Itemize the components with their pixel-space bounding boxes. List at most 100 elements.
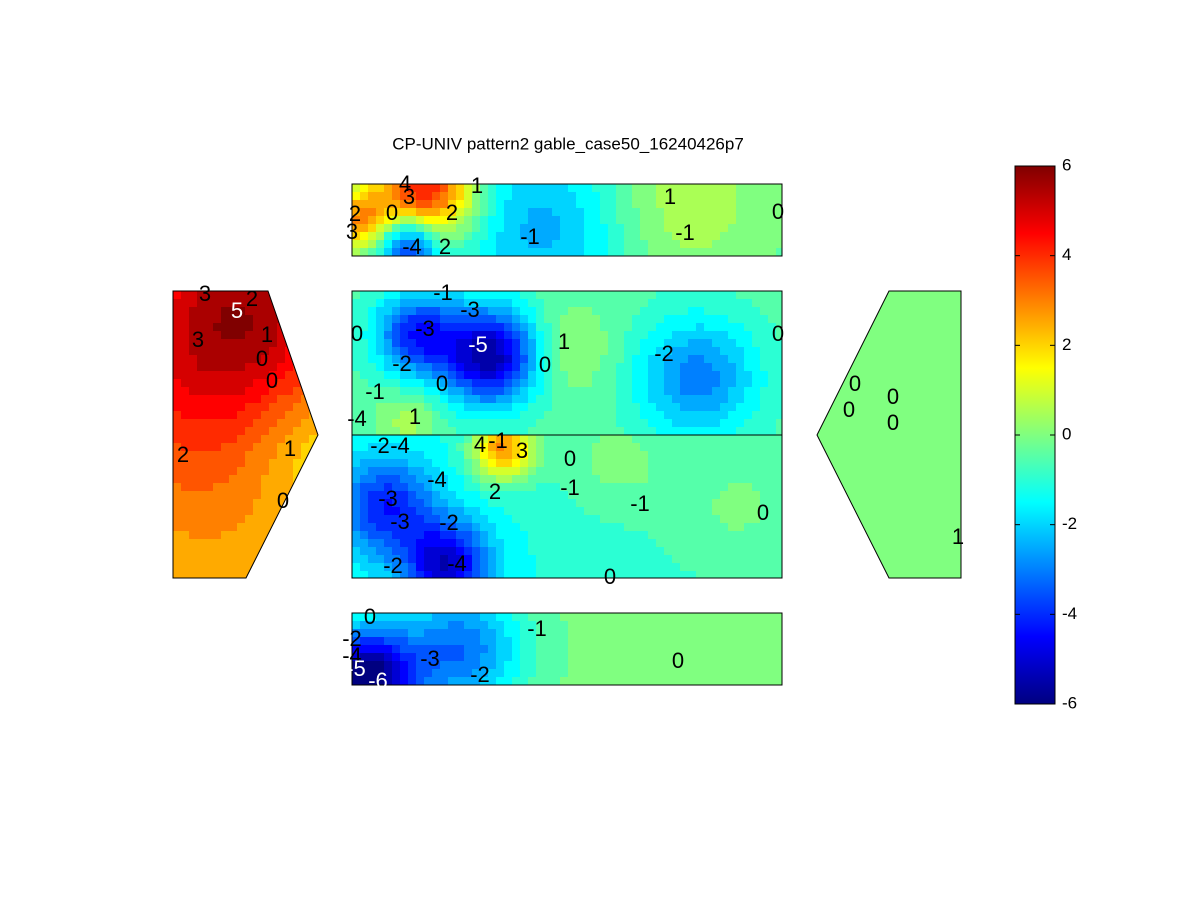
- field-cell: [376, 355, 385, 364]
- field-cell: [528, 435, 537, 444]
- field-cell: [664, 555, 673, 564]
- field-cell: [253, 395, 262, 404]
- field-cell: [576, 661, 585, 670]
- field-cell: [720, 331, 729, 340]
- field-cell: [560, 451, 569, 460]
- field-cell: [632, 200, 641, 209]
- field-cell: [504, 347, 513, 356]
- field-cell: [929, 323, 938, 332]
- field-cell: [776, 547, 783, 556]
- field-cell: [536, 507, 545, 516]
- field-cell: [937, 411, 946, 420]
- field-cell: [720, 184, 729, 193]
- field-cell: [496, 507, 505, 516]
- field-cell: [752, 395, 761, 404]
- field-cell: [744, 475, 753, 484]
- field-cell: [905, 315, 914, 324]
- field-cell: [929, 563, 938, 572]
- field-cell: [424, 555, 433, 564]
- field-cell: [432, 331, 441, 340]
- field-cell: [849, 475, 858, 484]
- field-cell: [744, 291, 753, 300]
- field-cell: [688, 339, 697, 348]
- field-cell: [728, 248, 737, 257]
- field-cell: [640, 677, 649, 686]
- contour-label: 4: [474, 432, 486, 457]
- field-cell: [776, 395, 783, 404]
- field-cell: [752, 661, 761, 670]
- field-cell: [456, 411, 465, 420]
- field-cell: [528, 240, 537, 249]
- field-cell: [520, 208, 529, 217]
- field-cell: [913, 435, 922, 444]
- field-cell: [376, 451, 385, 460]
- field-cell: [736, 216, 745, 225]
- field-cell: [253, 339, 262, 348]
- field-cell: [752, 531, 761, 540]
- field-cell: [424, 331, 433, 340]
- field-cell: [560, 411, 569, 420]
- field-cell: [953, 291, 961, 300]
- field-cell: [680, 499, 689, 508]
- field-cell: [640, 307, 649, 316]
- field-cell: [752, 435, 761, 444]
- field-cell: [760, 403, 769, 412]
- field-cell: [584, 571, 593, 579]
- field-cell: [368, 339, 377, 348]
- field-cell: [600, 291, 609, 300]
- field-cell: [768, 459, 777, 468]
- field-cell: [448, 661, 457, 670]
- field-cell: [392, 459, 401, 468]
- field-cell: [760, 451, 769, 460]
- field-cell: [608, 347, 617, 356]
- field-cell: [544, 475, 553, 484]
- field-cell: [624, 331, 633, 340]
- field-cell: [488, 547, 497, 556]
- field-cell: [173, 411, 182, 420]
- field-cell: [897, 563, 906, 572]
- field-cell: [921, 331, 930, 340]
- field-cell: [688, 200, 697, 209]
- field-cell: [937, 483, 946, 492]
- field-cell: [400, 307, 409, 316]
- field-cell: [368, 661, 377, 670]
- field-cell: [600, 531, 609, 540]
- field-cell: [464, 637, 473, 646]
- field-cell: [616, 669, 625, 678]
- field-cell: [568, 539, 577, 548]
- field-cell: [432, 451, 441, 460]
- field-cell: [173, 523, 182, 532]
- field-cell: [552, 208, 561, 217]
- field-cell: [472, 240, 481, 249]
- field-cell: [720, 491, 729, 500]
- field-cell: [480, 339, 489, 348]
- field-cell: [173, 539, 182, 548]
- field-cell: [392, 232, 401, 241]
- field-cell: [464, 232, 473, 241]
- field-cell: [496, 216, 505, 225]
- field-cell: [592, 539, 601, 548]
- field-cell: [261, 427, 270, 436]
- field-cell: [632, 411, 641, 420]
- field-cell: [568, 661, 577, 670]
- field-cell: [552, 475, 561, 484]
- field-cell: [744, 443, 753, 452]
- field-cell: [921, 475, 930, 484]
- field-cell: [648, 248, 657, 257]
- field-cell: [448, 677, 457, 686]
- field-cell: [600, 645, 609, 654]
- field-cell: [921, 403, 930, 412]
- field-cell: [504, 232, 513, 241]
- field-cell: [536, 555, 545, 564]
- field-cell: [432, 403, 441, 412]
- field-cell: [424, 232, 433, 241]
- field-cell: [760, 491, 769, 500]
- field-cell: [672, 395, 681, 404]
- field-cell: [408, 216, 417, 225]
- field-cell: [512, 483, 521, 492]
- field-cell: [616, 451, 625, 460]
- field-cell: [448, 613, 457, 622]
- field-cell: [456, 387, 465, 396]
- field-cell: [953, 515, 961, 524]
- field-cell: [544, 563, 553, 572]
